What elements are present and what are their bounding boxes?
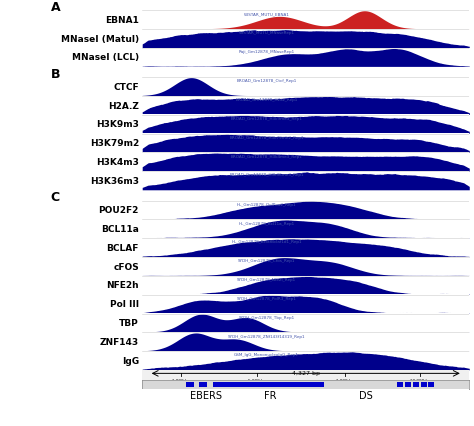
Text: SYDH_Gm12878_ZNf143f14319_Rep1: SYDH_Gm12878_ZNf143f14319_Rep1 [228, 334, 305, 338]
Text: 1,000 bp: 1,000 bp [336, 377, 354, 382]
Text: CTCF: CTCF [113, 83, 139, 92]
Text: DS: DS [359, 390, 373, 400]
Text: WISTAR_MUTU_EBNA1: WISTAR_MUTU_EBNA1 [244, 12, 290, 16]
Text: H2A.Z: H2A.Z [108, 101, 139, 110]
Text: H3K36m3: H3K36m3 [90, 176, 139, 185]
Text: cFOS: cFOS [113, 262, 139, 271]
Text: SYDH_Gm12878_Nfe2l_Rep1: SYDH_Gm12878_Nfe2l_Rep1 [237, 277, 296, 281]
Text: Raji_Gm12878_MNaseRep1: Raji_Gm12878_MNaseRep1 [238, 50, 294, 54]
Text: Pol III: Pol III [110, 299, 139, 308]
Bar [186, 382, 194, 387]
Text: POU2F2: POU2F2 [99, 206, 139, 215]
Text: HL_Gm12878_Bcl11a_Rep1: HL_Gm12878_Bcl11a_Rep1 [238, 221, 294, 225]
Text: A: A [51, 1, 60, 14]
Text: BROAD_Gm12878_H3k79me2_Rep1: BROAD_Gm12878_H3k79me2_Rep1 [229, 135, 304, 139]
Text: SYDH_Gm12878_PolR3_Rep1: SYDH_Gm12878_PolR3_Rep1 [237, 296, 296, 300]
Text: B: B [51, 68, 60, 81]
Text: MNaseI (Matul): MNaseI (Matul) [61, 35, 139, 43]
Text: TBP: TBP [119, 318, 139, 327]
Text: 4,327 bp: 4,327 bp [292, 370, 320, 375]
Text: ZNF143: ZNF143 [100, 337, 139, 346]
Text: SYDH_Gm12878_Cfos_Rep1: SYDH_Gm12878_Cfos_Rep1 [238, 259, 295, 262]
Text: HL_Gm12878_BclafBclaf1d1_Rep1: HL_Gm12878_BclafBclaf1d1_Rep1 [231, 240, 302, 244]
Text: H3K4m3: H3K4m3 [96, 158, 139, 167]
Bar [428, 382, 434, 387]
Text: MNaseI (LCL): MNaseI (LCL) [72, 53, 139, 62]
Bar [212, 382, 324, 387]
Text: BROAD_Gm12878_H2az_Rep1: BROAD_Gm12878_H2az_Rep1 [236, 98, 298, 102]
Text: C: C [51, 191, 60, 204]
Text: BROAD_Gm12878_Ctcf_Rep1: BROAD_Gm12878_Ctcf_Rep1 [237, 79, 297, 83]
Text: EBERS: EBERS [190, 390, 222, 400]
Text: NFE2h: NFE2h [106, 281, 139, 290]
Bar [200, 382, 207, 387]
Text: H3K79m2: H3K79m2 [90, 139, 139, 148]
Text: HL_Gm12878_OcfPou2_Rep1: HL_Gm12878_OcfPou2_Rep1 [237, 202, 296, 206]
Text: BROAD_Gm12878_H3k9me3_Rep1: BROAD_Gm12878_H3k9me3_Rep1 [230, 117, 302, 121]
Text: IgG: IgG [122, 356, 139, 365]
Text: GSM_IgG_MononucleoIgG_Rep1: GSM_IgG_MononucleoIgG_Rep1 [234, 353, 299, 357]
Text: SYDH_Gm12878_Tbp_Rep1: SYDH_Gm12878_Tbp_Rep1 [238, 315, 294, 319]
Text: BROAD_Gm12878_H3k4me3_Rep1: BROAD_Gm12878_H3k4me3_Rep1 [231, 154, 302, 158]
Bar [413, 382, 419, 387]
Text: EBNA1: EBNA1 [105, 16, 139, 25]
Bar [421, 382, 427, 387]
Bar [405, 382, 411, 387]
Text: 5,000 bp: 5,000 bp [247, 377, 266, 382]
Bar [142, 370, 469, 379]
Text: BROAD_Gm12878_H3k36me3_Rep1: BROAD_Gm12878_H3k36me3_Rep1 [229, 173, 304, 177]
Text: BCLAF: BCLAF [107, 243, 139, 252]
Text: FR: FR [264, 390, 276, 400]
Text: 10,000 bp: 10,000 bp [410, 377, 430, 382]
Text: 1,000 bp: 1,000 bp [173, 377, 191, 382]
Text: WISTAR_MUTU_MNaseRep1: WISTAR_MUTU_MNaseRep1 [238, 31, 294, 35]
Text: H3K9m3: H3K9m3 [96, 120, 139, 129]
Text: BCL11a: BCL11a [101, 225, 139, 233]
Bar [397, 382, 403, 387]
